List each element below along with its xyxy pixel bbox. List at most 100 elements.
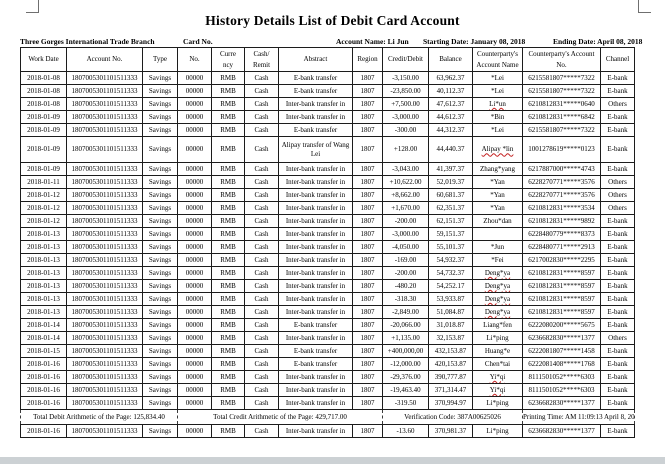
cell: *Jun xyxy=(472,240,523,254)
cell: 00000 xyxy=(177,162,212,176)
cell: 6210812831*****3534 xyxy=(522,201,601,215)
cell: 370,981.37 xyxy=(428,424,473,438)
cell: 00000 xyxy=(177,240,212,254)
cell: 00000 xyxy=(177,370,212,384)
table-row: 2018-01-12 1807005301101511333 Savings 0000… xyxy=(20,201,635,215)
cell: *Bin xyxy=(472,110,523,124)
cell: Savings xyxy=(142,305,178,319)
cell: 2018-01-12 xyxy=(20,188,67,202)
cell: Inter-bank transfer in xyxy=(278,97,353,111)
cell: 00000 xyxy=(177,175,212,189)
column-header-8: Credit/Debit xyxy=(382,47,429,72)
cell: 6210812831*****8597 xyxy=(522,305,601,319)
cell: 6228480771*****2913 xyxy=(522,240,601,254)
cell: Savings xyxy=(142,110,178,124)
cell: +1,670.00 xyxy=(382,201,429,215)
cell: 2018-01-16 xyxy=(20,357,67,371)
cell: 47,612.37 xyxy=(428,97,473,111)
cell: 2018-01-15 xyxy=(20,344,67,358)
cell: -169.00 xyxy=(382,253,429,267)
cell: Alipay *lin xyxy=(472,136,523,163)
cell: 432,153.87 xyxy=(428,344,473,358)
cell: Savings xyxy=(142,240,178,254)
cell: 00000 xyxy=(177,279,212,293)
cell: 1807 xyxy=(352,292,383,306)
table-body: 2018-01-08 1807005301101511333 Savings 0000… xyxy=(20,71,635,438)
cell: Savings xyxy=(142,84,178,98)
cell: 44,440.37 xyxy=(428,136,473,163)
counterparty-name-flagged: Yi*qi xyxy=(489,372,506,381)
cell: 00000 xyxy=(177,136,212,163)
cell: 1807005301101511333 xyxy=(66,240,143,254)
cell: 1807 xyxy=(352,266,383,280)
cell: -3,000.00 xyxy=(382,227,429,241)
table-row: 2018-01-16 1807005301101511333 Savings 0000… xyxy=(20,383,635,397)
cell: Inter-bank transfer in xyxy=(278,266,353,280)
cell: Savings xyxy=(142,253,178,267)
starting-date: Starting Date: January 08, 2018 xyxy=(423,37,526,46)
cell: 2018-01-08 xyxy=(20,84,67,98)
cell: Cash xyxy=(244,305,279,319)
cell: E-bank xyxy=(600,279,635,293)
cell: 1807005301101511333 xyxy=(66,214,143,228)
cell xyxy=(472,227,523,241)
cell: Savings xyxy=(142,331,178,345)
cell: RMB xyxy=(211,253,245,267)
cell: -319.50 xyxy=(382,396,429,410)
cell: E-bank xyxy=(600,424,635,438)
cell: Inter-bank transfer in xyxy=(278,227,353,241)
cell: Zhang*yang xyxy=(472,162,523,176)
cell: Cash xyxy=(244,123,279,137)
cell: 6210812831*****9892 xyxy=(522,214,601,228)
cell: Savings xyxy=(142,162,178,176)
cell: Savings xyxy=(142,71,178,85)
cell: *Yan xyxy=(472,201,523,215)
cell: 6217887000*****4743 xyxy=(522,162,601,176)
crop-mark-top-left xyxy=(26,0,39,13)
cell: 6210812831*****8597 xyxy=(522,292,601,306)
cell: Savings xyxy=(142,396,178,410)
column-header-10: Counterparty's Account Name xyxy=(472,47,523,72)
cell: 390,777.87 xyxy=(428,370,473,384)
cell: -2,849.00 xyxy=(382,305,429,319)
cell: 1807 xyxy=(352,424,383,438)
cell: Inter-bank transfer in xyxy=(278,175,353,189)
cell: 1807005301101511333 xyxy=(66,357,143,371)
cell: Savings xyxy=(142,279,178,293)
cell: 2018-01-13 xyxy=(20,266,67,280)
cell: 6215581807*****7322 xyxy=(522,71,601,85)
cell: 2018-01-09 xyxy=(20,162,67,176)
cell: *Yan xyxy=(472,188,523,202)
cell: Others xyxy=(600,188,635,202)
cell: Deng*ya xyxy=(472,292,523,306)
table-row: 2018-01-13 1807005301101511333 Savings 0000… xyxy=(20,305,635,319)
cell: Others xyxy=(600,201,635,215)
cell: RMB xyxy=(211,123,245,137)
table-row: 2018-01-11 1807005301101511333 Savings 0000… xyxy=(20,175,635,189)
cell: Savings xyxy=(142,318,178,332)
card-no-label: Card No. xyxy=(183,37,213,46)
table-row: 2018-01-16 1807005301101511333 Savings 0000… xyxy=(20,370,635,384)
cell: -12,000.00 xyxy=(382,357,429,371)
column-header-6: Abstract xyxy=(278,47,353,72)
cell: Cash xyxy=(244,240,279,254)
cell: Cash xyxy=(244,162,279,176)
cell: Inter-bank transfer in xyxy=(278,214,353,228)
table-row: 2018-01-13 1807005301101511333 Savings 0000… xyxy=(20,240,635,254)
column-header-3: No. xyxy=(177,47,212,72)
cell: 52,019.37 xyxy=(428,175,473,189)
cell: 2018-01-13 xyxy=(20,305,67,319)
cell: E-bank xyxy=(600,305,635,319)
cell: 1807 xyxy=(352,370,383,384)
account-name: Account Name: Li Jun xyxy=(336,37,409,46)
cell: RMB xyxy=(211,84,245,98)
cell: RMB xyxy=(211,136,245,163)
cell: -19,463.40 xyxy=(382,383,429,397)
cell: 1807 xyxy=(352,84,383,98)
cell: Inter-bank transfer in xyxy=(278,201,353,215)
cell: Inter-bank transfer in xyxy=(278,110,353,124)
cell: RMB xyxy=(211,424,245,438)
cell: 1807005301101511333 xyxy=(66,123,143,137)
cell: 2018-01-09 xyxy=(20,136,67,163)
cell: Deng*ya xyxy=(472,266,523,280)
